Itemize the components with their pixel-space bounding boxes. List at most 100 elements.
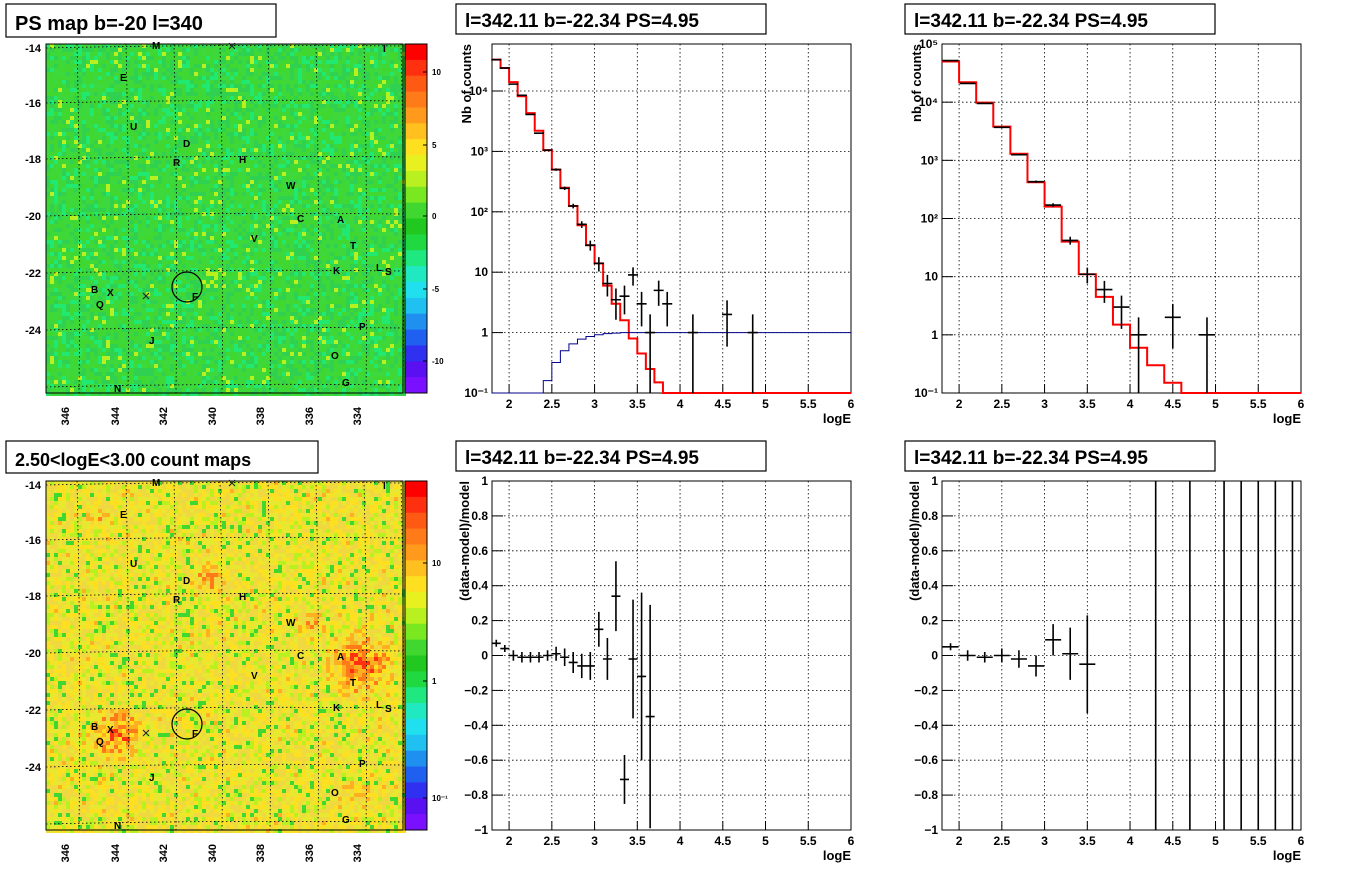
map-pixel [82, 88, 86, 92]
map-pixel [90, 244, 94, 248]
map-pixel [158, 176, 162, 180]
map-pixel [78, 196, 82, 200]
map-pixel [66, 100, 70, 104]
map-pixel [118, 128, 122, 132]
map-pixel [54, 236, 58, 240]
map-pixel [102, 260, 106, 264]
map-pixel [250, 180, 254, 184]
map-pixel [126, 116, 130, 120]
map-pixel [226, 108, 230, 112]
map-pixel [226, 60, 230, 64]
map-pixel [170, 108, 174, 112]
map-pixel [162, 224, 166, 228]
map-pixel [150, 100, 154, 104]
map-pixel [230, 260, 234, 264]
map-pixel [170, 340, 174, 344]
map-pixel [54, 260, 58, 264]
map-pixel [242, 332, 246, 336]
map-pixel [230, 72, 234, 76]
map-pixel [86, 332, 90, 336]
map-pixel [234, 196, 238, 200]
map-pixel [242, 304, 246, 308]
map-pixel [74, 216, 78, 220]
map-pixel [258, 128, 262, 132]
map-pixel [54, 80, 58, 84]
map-pixel [138, 324, 142, 328]
map-pixel [194, 360, 198, 364]
map-pixel [138, 196, 142, 200]
map-pixel [50, 376, 54, 380]
map-pixel [122, 52, 126, 56]
map-pixel [54, 144, 58, 148]
map-pixel [106, 352, 110, 356]
map-pixel [202, 256, 206, 260]
map-pixel [70, 184, 74, 188]
map-pixel [254, 220, 258, 224]
map-pixel [194, 284, 198, 288]
map-pixel [78, 156, 82, 160]
map-pixel [110, 240, 114, 244]
map-pixel [226, 252, 230, 256]
map-pixel [190, 228, 194, 232]
map-pixel [94, 100, 98, 104]
map-pixel [102, 228, 106, 232]
map-pixel [118, 212, 122, 216]
map-pixel [174, 176, 178, 180]
map-pixel [194, 168, 198, 172]
map-pixel [190, 328, 194, 332]
map-pixel [46, 188, 50, 192]
map-pixel [142, 84, 146, 88]
map-pixel [98, 264, 102, 268]
map-pixel [78, 384, 82, 388]
map-pixel [146, 348, 150, 352]
map-pixel [182, 100, 186, 104]
map-pixel [234, 200, 238, 204]
map-pixel [190, 308, 194, 312]
map-pixel [166, 228, 170, 232]
map-pixel [166, 364, 170, 368]
map-pixel [78, 240, 82, 244]
map-pixel [90, 180, 94, 184]
map-pixel [114, 312, 118, 316]
map-pixel [98, 356, 102, 360]
map-pixel [222, 240, 226, 244]
map-pixel [98, 96, 102, 100]
map-pixel [214, 228, 218, 232]
map-pixel [50, 360, 54, 364]
map-pixel [266, 348, 270, 352]
map-pixel [214, 72, 218, 76]
map-pixel [134, 108, 138, 112]
map-pixel [194, 116, 198, 120]
map-pixel [126, 256, 130, 260]
map-pixel [154, 108, 158, 112]
map-pixel [126, 180, 130, 184]
map-pixel [210, 60, 214, 64]
map-pixel [210, 68, 214, 72]
map-pixel [146, 300, 150, 304]
map-pixel [186, 284, 190, 288]
map-pixel [226, 208, 230, 212]
map-pixel [126, 312, 130, 316]
map-pixel [170, 312, 174, 316]
map-pixel [46, 344, 50, 348]
map-pixel [166, 168, 170, 172]
map-pixel [254, 356, 258, 360]
map-pixel [166, 200, 170, 204]
map-pixel [54, 312, 58, 316]
map-pixel [82, 240, 86, 244]
map-pixel [94, 280, 98, 284]
map-pixel [86, 240, 90, 244]
map-pixel [194, 204, 198, 208]
map-pixel [50, 256, 54, 260]
map-pixel [114, 56, 118, 60]
map-pixel [174, 260, 178, 264]
map-pixel [178, 304, 182, 308]
map-pixel [146, 112, 150, 116]
map-pixel [138, 188, 142, 192]
map-pixel [98, 252, 102, 256]
map-pixel [82, 384, 86, 388]
map-pixel [198, 204, 202, 208]
map-pixel [242, 168, 246, 172]
map-pixel [234, 156, 238, 160]
map-pixel [134, 188, 138, 192]
